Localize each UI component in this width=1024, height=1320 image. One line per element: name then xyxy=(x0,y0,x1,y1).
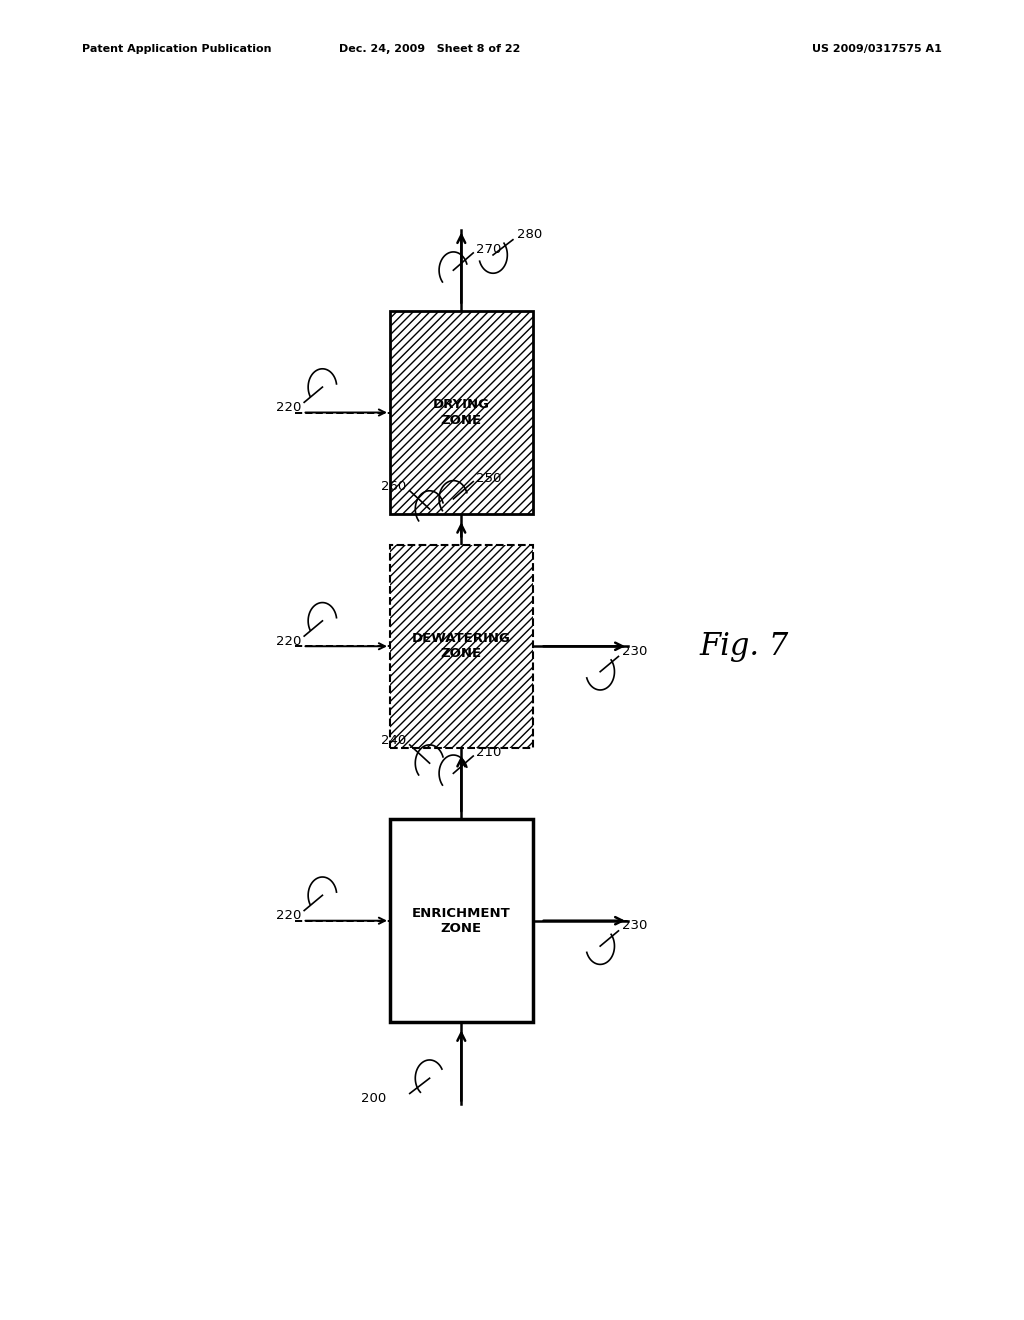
Text: 270: 270 xyxy=(475,243,501,256)
Text: DEWATERING
ZONE: DEWATERING ZONE xyxy=(412,632,511,660)
Text: 220: 220 xyxy=(275,635,301,648)
Text: 230: 230 xyxy=(622,919,647,932)
Text: 260: 260 xyxy=(381,480,406,494)
Bar xyxy=(390,545,532,748)
Text: 220: 220 xyxy=(275,909,301,923)
Text: 250: 250 xyxy=(475,473,501,484)
Text: 200: 200 xyxy=(360,1092,386,1105)
Bar xyxy=(390,312,532,515)
Text: Dec. 24, 2009   Sheet 8 of 22: Dec. 24, 2009 Sheet 8 of 22 xyxy=(339,44,521,54)
Text: 230: 230 xyxy=(622,645,647,657)
Text: DRYING
ZONE: DRYING ZONE xyxy=(433,399,489,426)
Text: Patent Application Publication: Patent Application Publication xyxy=(82,44,271,54)
Text: US 2009/0317575 A1: US 2009/0317575 A1 xyxy=(812,44,942,54)
Text: Fig. 7: Fig. 7 xyxy=(699,631,788,661)
Text: ENRICHMENT
ZONE: ENRICHMENT ZONE xyxy=(412,907,511,935)
Bar xyxy=(390,545,532,748)
Bar xyxy=(390,312,532,515)
Text: 220: 220 xyxy=(275,401,301,414)
Bar xyxy=(390,818,532,1022)
Text: 280: 280 xyxy=(517,228,542,242)
Text: 240: 240 xyxy=(381,734,406,747)
Text: 210: 210 xyxy=(475,747,501,759)
